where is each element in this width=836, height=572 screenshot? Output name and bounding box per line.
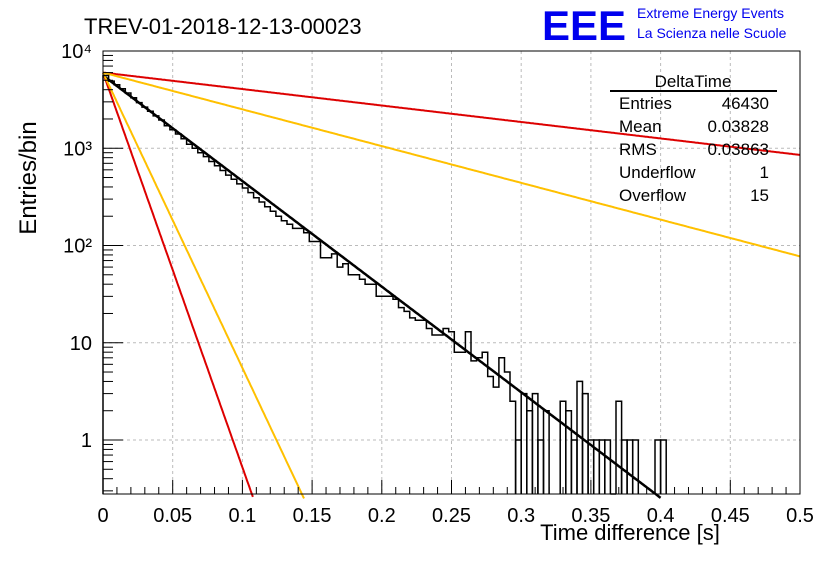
histogram-bin xyxy=(654,439,662,494)
histogram-bin xyxy=(520,392,528,494)
y-tick-label: 10² xyxy=(63,236,92,258)
stats-value: 0.03828 xyxy=(708,117,769,136)
y-tick-label: 10⁴ xyxy=(61,41,92,63)
histogram-bin xyxy=(659,439,667,494)
x-tick-label: 0.45 xyxy=(711,505,750,527)
histogram-bin xyxy=(542,409,550,494)
y-tick-label: 1 xyxy=(81,430,92,452)
y-tick-label: 10 xyxy=(70,333,92,355)
stats-value: 1 xyxy=(760,163,769,182)
fit-curve xyxy=(102,72,305,499)
histogram-bin xyxy=(604,439,612,494)
x-tick-label: 0.4 xyxy=(647,505,675,527)
histogram-bin xyxy=(526,409,534,494)
x-tick-label: 0.1 xyxy=(228,505,256,527)
stats-box: DeltaTime Entries 46430 Mean 0.03828 RMS 0.03… xyxy=(610,72,777,205)
fit-curve xyxy=(102,72,254,498)
x-tick-label: 0.15 xyxy=(293,505,332,527)
stats-value: 0.03863 xyxy=(708,140,769,159)
histogram-bin xyxy=(514,439,522,494)
y-axis-label: Entries/bin xyxy=(15,121,42,234)
plot-title: TREV-01-2018-12-13-00023 xyxy=(84,14,362,39)
stats-label: Mean xyxy=(619,117,662,136)
x-tick-label: 0.3 xyxy=(507,505,535,527)
stats-title: DeltaTime xyxy=(655,72,732,91)
fit-curve xyxy=(102,74,662,499)
histogram-bin xyxy=(537,439,545,494)
histogram-bin xyxy=(620,439,628,494)
axis-ticks: 0 0.05 0.1 0.15 0.2 0.25 0.3 0.35 0.4 0.45 0.5 1 10 1… xyxy=(61,41,814,527)
stats-label: Underflow xyxy=(619,163,696,182)
stats-label: Overflow xyxy=(619,186,687,205)
histogram-bin xyxy=(598,439,606,494)
histogram-bin xyxy=(631,439,640,494)
logo-line-1: Extreme Energy Events xyxy=(637,5,784,21)
x-tick-label: 0 xyxy=(97,505,108,527)
x-tick-label: 0.35 xyxy=(571,505,610,527)
histogram-bin xyxy=(565,409,573,494)
y-tick-label: 10³ xyxy=(63,138,92,160)
stats-value: 46430 xyxy=(722,94,769,113)
x-tick-label: 0.25 xyxy=(432,505,471,527)
grid xyxy=(103,51,800,494)
stats-label: Entries xyxy=(619,94,672,113)
stats-value: 15 xyxy=(750,186,769,205)
x-tick-label: 0.2 xyxy=(368,505,396,527)
histogram-bin xyxy=(615,400,623,494)
x-tick-label: 0.05 xyxy=(153,505,192,527)
fit-curves xyxy=(102,71,801,499)
histogram-bin xyxy=(531,392,539,494)
logo-line-2: La Scienza nelle Scuole xyxy=(637,25,787,41)
histogram-bin xyxy=(626,439,634,494)
histogram-outline xyxy=(102,74,517,494)
fit-curve xyxy=(102,71,801,156)
stats-label: RMS xyxy=(619,140,657,159)
histogram xyxy=(102,74,667,495)
x-axis-label: Time difference [s] xyxy=(540,520,720,545)
histogram-bin xyxy=(570,439,578,494)
fit-curve xyxy=(102,71,801,258)
eee-logo: EEE xyxy=(542,2,626,49)
histogram-bin xyxy=(559,400,567,494)
x-tick-label: 0.5 xyxy=(786,505,814,527)
